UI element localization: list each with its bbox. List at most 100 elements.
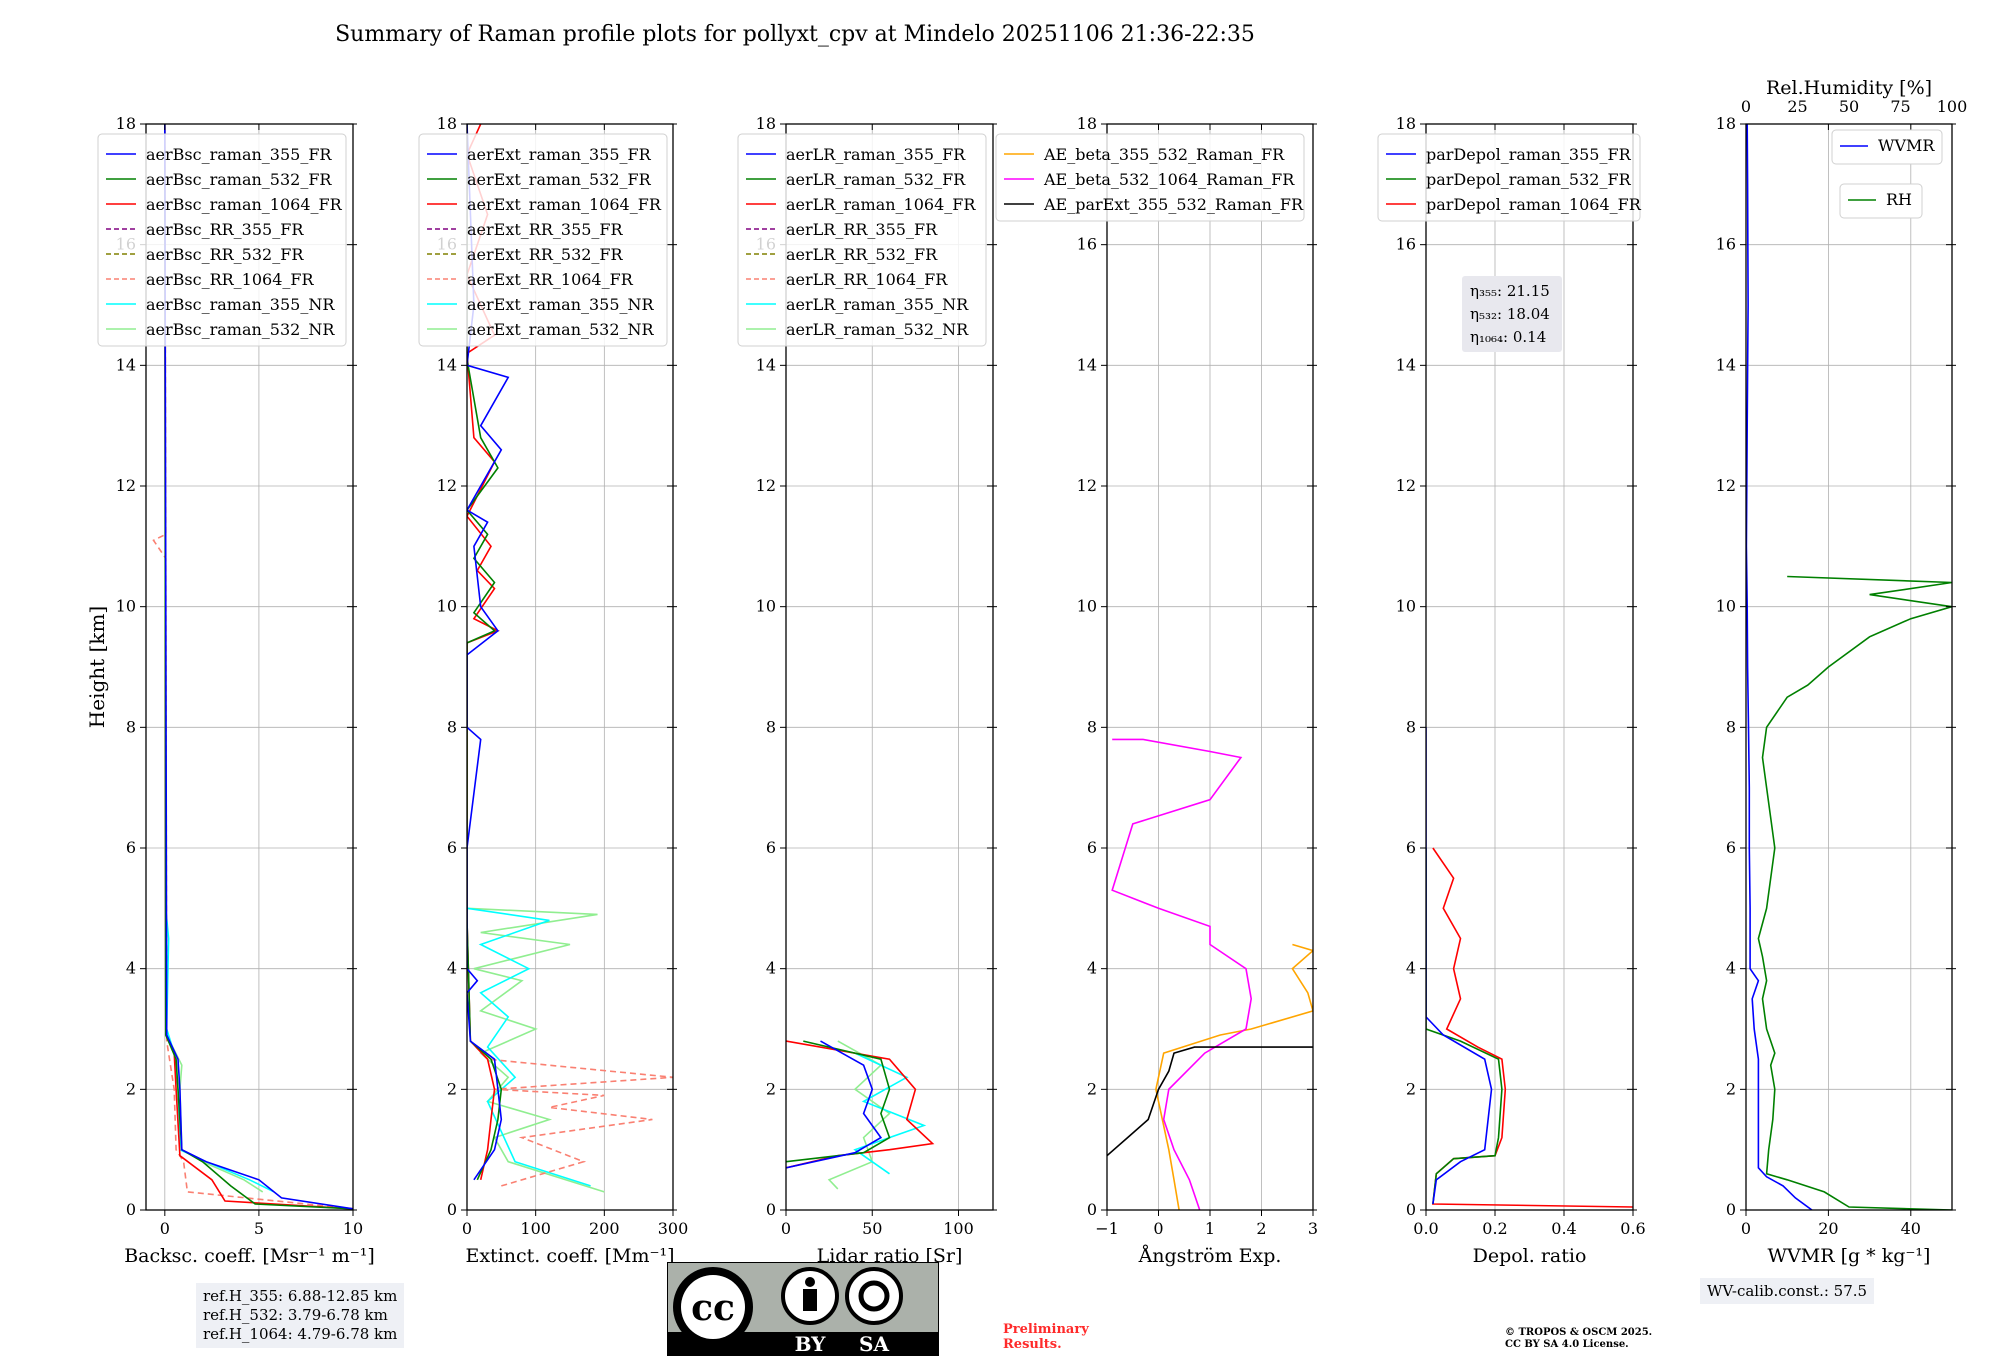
y-tick-label: 16	[1077, 235, 1097, 254]
series-aerExt_raman_532_NR	[467, 907, 605, 1193]
y-tick-label: 2	[447, 1079, 457, 1098]
y-tick-label: 6	[126, 838, 136, 857]
series-aerExt_raman_355_FR	[467, 124, 510, 1181]
y-tick-label: 10	[1077, 597, 1097, 616]
legend-box-lr	[737, 133, 987, 347]
y-tick-label: 0	[1726, 1200, 1736, 1219]
legend-label-wvmr: WVMR	[1878, 136, 1935, 155]
x-axis-label-depol: Depol. ratio	[1473, 1245, 1587, 1267]
series-RH	[1757, 575, 1952, 1210]
ref-height-355: ref.H_355: 6.88-12.85 km	[203, 1287, 398, 1305]
legend-label: aerLR_raman_1064_FR	[786, 195, 976, 214]
series-WVMR	[1746, 124, 1813, 1210]
y-tick-label: 8	[447, 717, 457, 736]
y-tick-label: 14	[116, 355, 136, 374]
legend-label: aerLR_raman_355_FR	[786, 145, 966, 164]
y-tick-label: 8	[126, 717, 136, 736]
y-tick-label: 6	[1726, 838, 1736, 857]
legend-label: aerExt_RR_532_FR	[467, 245, 624, 264]
y-tick-label: 8	[1726, 717, 1736, 736]
y-tick-label: 14	[1396, 355, 1416, 374]
x-axis-label-wv: WVMR [g * kg⁻¹]	[1768, 1245, 1931, 1267]
eta-annotation-box	[1462, 276, 1562, 352]
x-tick-label: −1	[1095, 1219, 1119, 1238]
eta-value: η₅₃₂: 18.04	[1470, 305, 1550, 323]
legend-box-depol	[1377, 133, 1641, 222]
x-tick-label: 0.0	[1413, 1219, 1438, 1238]
x-tick-label: 3	[1308, 1219, 1318, 1238]
legend-label: parDepol_raman_1064_FR	[1426, 195, 1642, 214]
copyright-line2: CC BY SA 4.0 License.	[1505, 1339, 1629, 1350]
y-tick-label: 8	[1406, 717, 1416, 736]
legend-box-rh	[1839, 183, 1923, 219]
cc-logo-sa: SA	[859, 1332, 889, 1356]
legend-label: AE_beta_355_532_Raman_FR	[1043, 145, 1285, 164]
y-tick-label: 2	[1087, 1079, 1097, 1098]
top-x-tick-label: 25	[1787, 97, 1807, 116]
top-x-axis-label: Rel.Humidity [%]	[1766, 77, 1932, 99]
y-tick-label: 12	[437, 476, 457, 495]
legend-label: aerLR_RR_1064_FR	[786, 270, 948, 289]
legend-box-ae	[995, 133, 1305, 222]
legend-label: aerExt_RR_355_FR	[467, 220, 624, 239]
preliminary-line1: Preliminary	[1003, 1322, 1089, 1337]
y-tick-label: 12	[116, 476, 136, 495]
x-tick-label: 1	[1205, 1219, 1215, 1238]
y-tick-label: 6	[1087, 838, 1097, 857]
legend-label-rh: RH	[1886, 190, 1912, 209]
legend-label: aerExt_raman_355_NR	[467, 295, 655, 314]
eta-value: η₁₀₆₄: 0.14	[1470, 328, 1546, 346]
y-tick-label: 0	[1087, 1200, 1097, 1219]
legend-label: AE_beta_532_1064_Raman_FR	[1043, 170, 1295, 189]
top-x-tick-label: 75	[1890, 97, 1910, 116]
series-aerLR_raman_355_FR	[786, 1040, 883, 1169]
y-tick-label: 12	[1396, 476, 1416, 495]
series-aerBsc_raman_355_FR	[164, 124, 353, 1210]
legend-box-bsc	[97, 133, 347, 347]
y-tick-label: 10	[756, 597, 776, 616]
ref-height-1064: ref.H_1064: 4.79-6.78 km	[203, 1325, 398, 1343]
x-tick-label: 10	[343, 1219, 363, 1238]
y-tick-label: 6	[447, 838, 457, 857]
legend-label: aerExt_raman_1064_FR	[467, 195, 662, 214]
y-tick-label: 4	[126, 959, 136, 978]
y-tick-label: 6	[1406, 838, 1416, 857]
legend-box-ext	[418, 133, 668, 347]
y-tick-label: 0	[447, 1200, 457, 1219]
y-tick-label: 2	[1406, 1079, 1416, 1098]
cc-logo-text: cc	[691, 1287, 735, 1329]
x-tick-label: 2	[1256, 1219, 1266, 1238]
y-tick-label: 0	[126, 1200, 136, 1219]
y-tick-label: 8	[766, 717, 776, 736]
y-tick-label: 0	[766, 1200, 776, 1219]
x-axis-label-bsc: Backsc. coeff. [Msr⁻¹ m⁻¹]	[124, 1245, 375, 1267]
x-tick-label: 0	[1741, 1219, 1751, 1238]
figure-title: Summary of Raman profile plots for polly…	[335, 22, 1255, 47]
top-x-tick-label: 100	[1937, 97, 1968, 116]
axes-frame	[466, 123, 674, 1211]
y-tick-label: 6	[766, 838, 776, 857]
cc-by-sa-logo: cc BY SA	[667, 1262, 939, 1356]
y-tick-label: 10	[437, 597, 457, 616]
y-tick-label: 4	[766, 959, 776, 978]
x-tick-label: 50	[862, 1219, 882, 1238]
ref-height-532: ref.H_532: 3.79-6.78 km	[203, 1306, 388, 1324]
copyright-line1: © TROPOS & OSCM 2025.	[1505, 1327, 1653, 1338]
y-tick-label: 4	[1087, 959, 1097, 978]
x-tick-label: 5	[254, 1219, 264, 1238]
y-tick-label: 14	[756, 355, 776, 374]
series-AE_beta_355_532_Raman_FR	[1155, 943, 1313, 1210]
y-tick-label: 2	[126, 1079, 136, 1098]
legend-label: parDepol_raman_532_FR	[1426, 170, 1632, 189]
cc-logo-by: BY	[795, 1332, 827, 1356]
preliminary-note: Preliminary Results.	[1003, 1322, 1089, 1352]
legend-label: aerLR_RR_532_FR	[786, 245, 938, 264]
x-axis-label-ext: Extinct. coeff. [Mm⁻¹]	[465, 1245, 674, 1267]
x-tick-label: 300	[658, 1219, 689, 1238]
series-parDepol_raman_355_FR	[1426, 727, 1493, 1205]
y-tick-label: 8	[1087, 717, 1097, 736]
eta-value: η₃₅₅: 21.15	[1470, 282, 1550, 300]
legend-label: aerLR_raman_532_FR	[786, 170, 966, 189]
y-tick-label: 12	[1077, 476, 1097, 495]
axes-frame	[785, 123, 994, 1211]
